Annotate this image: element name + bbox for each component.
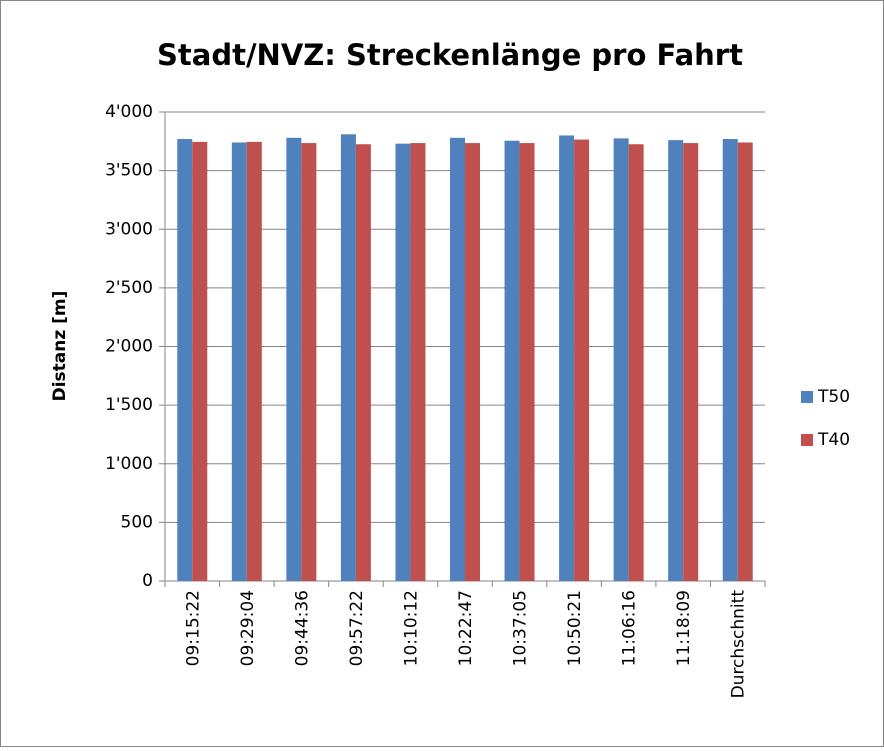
bar: [246, 141, 262, 581]
x-tick-label: 09:57:22: [347, 590, 367, 666]
bar: [231, 142, 247, 582]
bar: [504, 140, 520, 581]
bar: [395, 143, 411, 581]
legend-label: T40: [817, 430, 850, 450]
y-tick-label: 3'500: [105, 161, 153, 181]
bar: [722, 138, 738, 581]
x-tick-label: 09:44:36: [292, 590, 312, 666]
legend-swatch: [801, 391, 813, 403]
bar: [574, 139, 590, 581]
bar: [737, 142, 753, 582]
chart-title: Stadt/NVZ: Streckenlänge pro Fahrt: [157, 38, 743, 72]
legend-label: T50: [817, 387, 850, 407]
y-axis-title: Distanz [m]: [50, 291, 70, 402]
bar: [355, 144, 371, 581]
bar: [301, 143, 317, 582]
x-tick-label: 10:37:05: [511, 590, 531, 666]
x-tick-label: 11:18:09: [674, 590, 694, 666]
x-tick-label: 10:22:47: [456, 590, 476, 666]
x-tick-label: Durchschnitt: [729, 590, 749, 699]
bar: [410, 143, 426, 582]
bar: [683, 143, 699, 582]
y-tick-label: 2'000: [105, 337, 153, 357]
bar: [519, 143, 535, 582]
y-tick-label: 2'500: [105, 278, 153, 298]
bar: [192, 141, 208, 581]
y-tick-label: 0: [142, 571, 153, 591]
y-tick-label: 500: [121, 512, 153, 532]
x-tick-label: 10:50:21: [565, 590, 585, 666]
bar: [450, 137, 465, 582]
bar: [286, 137, 302, 582]
y-tick-label: 3'000: [105, 219, 153, 239]
x-tick-label: 09:15:22: [183, 590, 203, 666]
bar: [177, 138, 193, 581]
bar: [340, 134, 356, 581]
x-tick-label: 09:29:04: [238, 590, 258, 666]
bar: [628, 144, 644, 581]
x-tick-label: 11:06:16: [620, 590, 640, 666]
y-tick-label: 1'500: [105, 395, 153, 415]
bar: [613, 138, 629, 581]
y-tick-label: 4'000: [105, 102, 153, 122]
bar: [559, 135, 575, 581]
legend-swatch: [801, 434, 813, 446]
x-tick-label: 10:10:12: [401, 590, 421, 666]
bar: [465, 143, 480, 582]
y-tick-label: 1'000: [105, 454, 153, 474]
bar: [668, 140, 684, 581]
